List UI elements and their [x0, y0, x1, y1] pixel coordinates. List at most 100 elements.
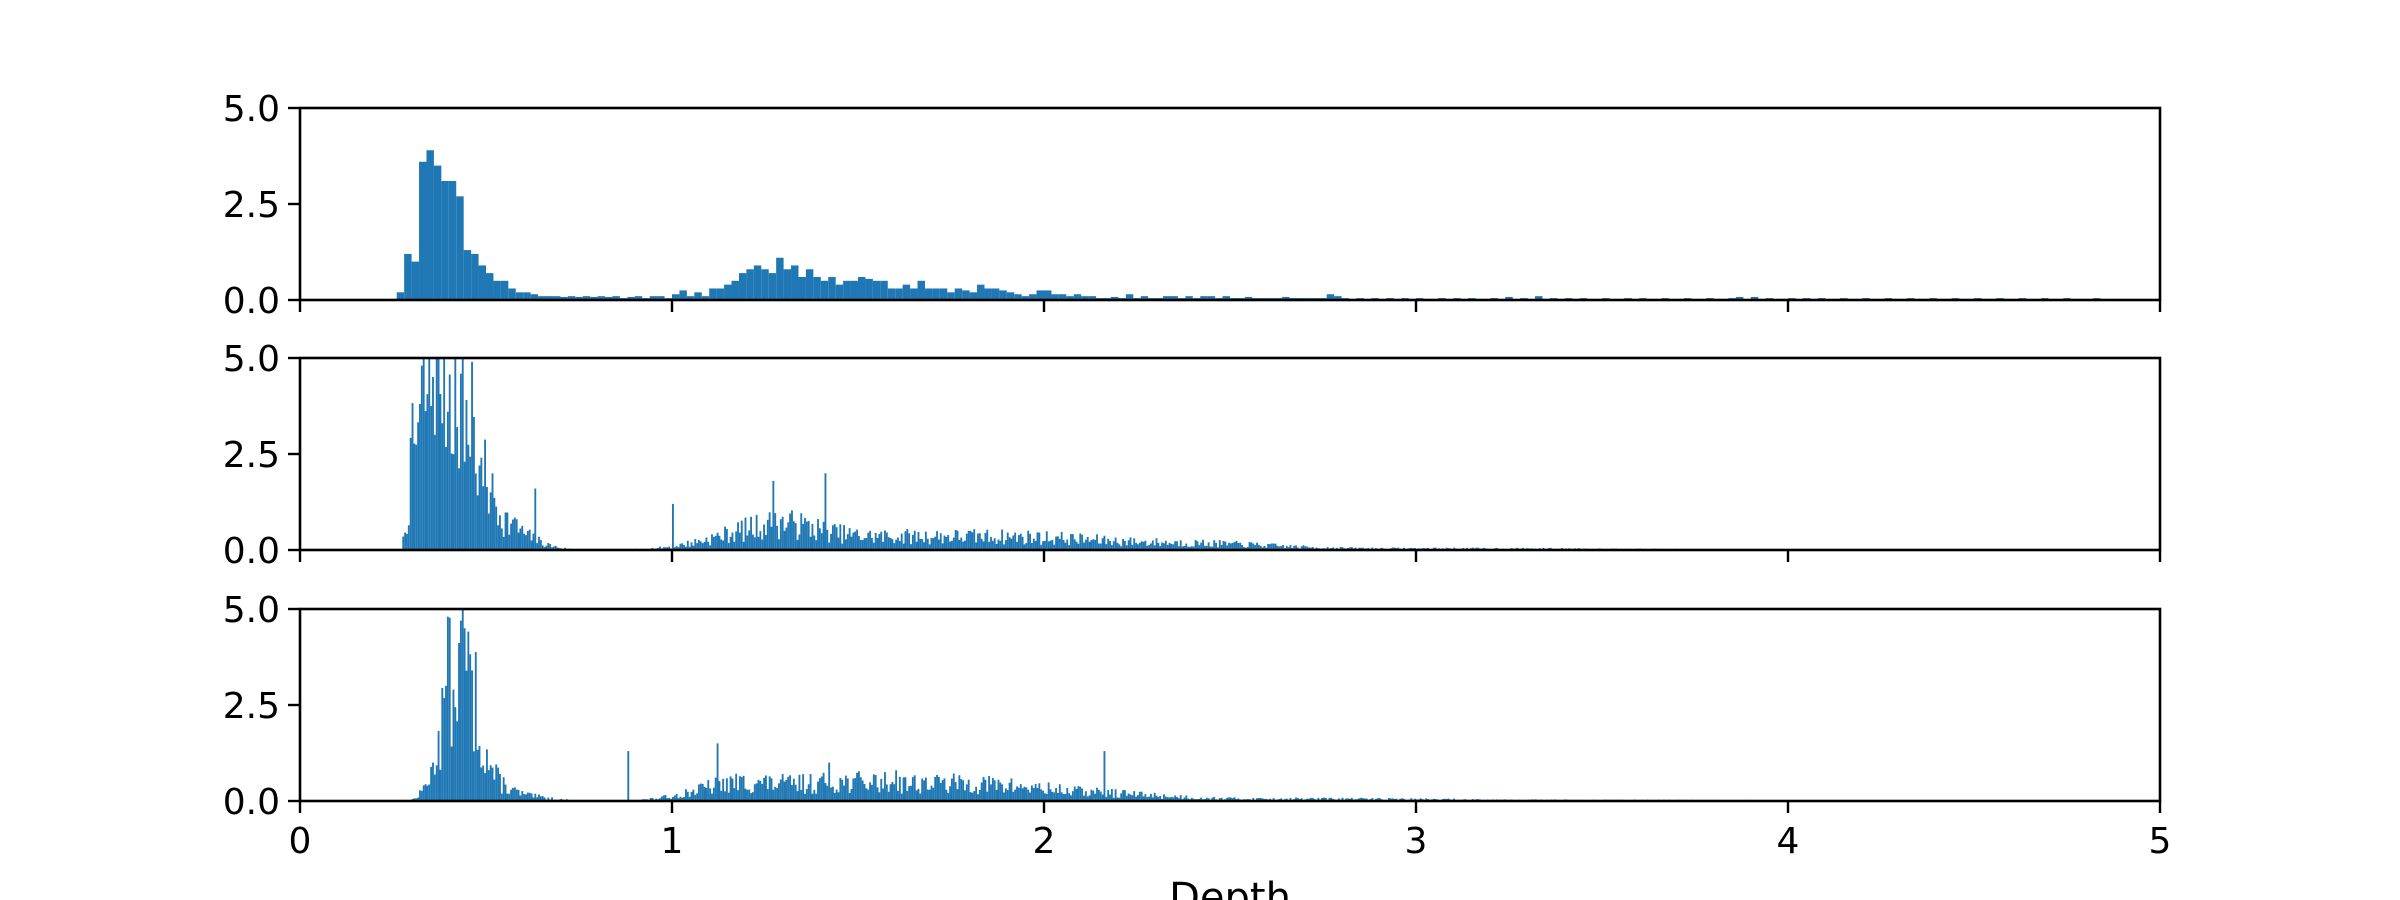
histogram-bar	[1025, 787, 1028, 801]
histogram-bar	[407, 525, 410, 550]
histogram-bar	[1246, 547, 1249, 550]
histogram-bar	[1198, 545, 1201, 550]
histogram-bar	[1218, 540, 1221, 550]
histogram-bar	[958, 539, 961, 550]
histogram-bar	[1289, 797, 1292, 801]
histogram-bar	[802, 774, 805, 801]
histogram-bar	[911, 777, 914, 801]
y-tick-label: 5.0	[223, 339, 280, 380]
histogram-bar	[482, 486, 485, 550]
histogram-bar	[1012, 535, 1015, 550]
histogram-bar	[791, 265, 799, 300]
histogram-bar	[1006, 532, 1009, 550]
histogram-bar	[525, 535, 527, 550]
histogram-bar	[738, 776, 741, 801]
histogram-bar	[882, 788, 885, 801]
histogram-bar	[999, 782, 1002, 801]
histogram-bar	[499, 773, 501, 801]
histogram-bar	[887, 791, 890, 801]
histogram-bar	[419, 403, 421, 550]
histogram-bar	[1010, 778, 1013, 801]
histogram-bar	[727, 792, 730, 801]
y-tick-label: 2.5	[223, 435, 280, 476]
histogram-bar	[711, 793, 713, 801]
histogram-bar	[742, 541, 745, 550]
histogram-bar	[657, 296, 665, 300]
histogram-bar	[1304, 546, 1307, 550]
histogram-bar	[703, 542, 706, 550]
histogram-bar	[1064, 542, 1067, 550]
histogram-bar	[779, 519, 782, 550]
histogram-bar	[675, 546, 678, 550]
histogram-bar	[1070, 795, 1072, 801]
histogram-bar	[986, 791, 989, 801]
histogram-bar	[1140, 541, 1143, 550]
histogram-bar	[746, 789, 749, 801]
histogram-bar	[850, 788, 853, 801]
histogram-bar	[1019, 533, 1022, 550]
histogram-bar	[1239, 542, 1242, 550]
histogram-bar	[740, 777, 743, 801]
histogram-bar	[852, 532, 855, 550]
histogram-bar	[824, 473, 827, 550]
histogram-bar	[1371, 798, 1374, 801]
histogram-bar	[1419, 798, 1422, 801]
histogram-bar	[1378, 798, 1381, 801]
histogram-bar	[672, 294, 680, 300]
histogram-bar	[910, 785, 912, 801]
histogram-bar	[949, 541, 951, 550]
histogram-bar	[471, 253, 479, 300]
histogram-bar	[450, 453, 453, 550]
histogram-bar	[1014, 294, 1022, 300]
histogram-bar	[1280, 546, 1283, 550]
histogram-bar	[1360, 797, 1363, 801]
histogram-bar	[852, 778, 855, 801]
histogram-bar	[694, 292, 702, 300]
histogram-bar	[975, 786, 978, 801]
histogram-bar	[818, 528, 821, 550]
histogram-bar	[707, 780, 710, 801]
histogram-bar	[858, 276, 866, 300]
histogram-bar	[934, 536, 937, 550]
histogram-bar	[699, 783, 702, 801]
histogram-bar	[737, 522, 739, 550]
histogram-bar	[1066, 539, 1069, 550]
histogram-bar	[435, 358, 438, 550]
histogram-bar	[1144, 540, 1147, 550]
histogram-bar	[1170, 796, 1173, 801]
histogram-bar	[792, 521, 795, 550]
histogram-bar	[1164, 796, 1167, 801]
histogram-bar	[965, 784, 968, 801]
histogram-bar	[701, 543, 704, 550]
histogram-bar	[776, 257, 784, 300]
histogram-bar	[791, 510, 793, 550]
histogram-bar	[895, 288, 903, 300]
histogram-bar	[1027, 789, 1030, 801]
histogram-bar	[1135, 542, 1137, 550]
histogram-bar	[980, 782, 983, 801]
histogram-bar	[984, 779, 987, 801]
histogram-bar	[1127, 793, 1130, 801]
histogram-bar	[1062, 540, 1065, 550]
histogram-bar	[1004, 540, 1007, 550]
histogram-bar	[915, 790, 918, 801]
histogram-bar	[1025, 542, 1028, 550]
histogram-bar	[1060, 531, 1063, 550]
histogram-bars	[402, 358, 1794, 550]
histogram-bar	[677, 798, 680, 801]
histogram-bar	[854, 531, 857, 550]
histogram-bar	[738, 273, 747, 300]
histogram-bar	[1140, 791, 1143, 801]
histogram-bar	[774, 513, 777, 550]
histogram-bar	[854, 778, 857, 801]
histogram-bar	[956, 789, 959, 801]
histogram-bar	[813, 276, 821, 300]
histogram-bar	[882, 541, 885, 550]
histogram-bar	[512, 787, 514, 801]
histogram-bar	[1306, 546, 1309, 550]
histogram-bar	[534, 793, 537, 801]
histogram-bar	[731, 778, 734, 801]
histogram-bar	[500, 280, 509, 300]
histogram-bar	[844, 775, 847, 801]
histogram-bar	[956, 530, 959, 550]
